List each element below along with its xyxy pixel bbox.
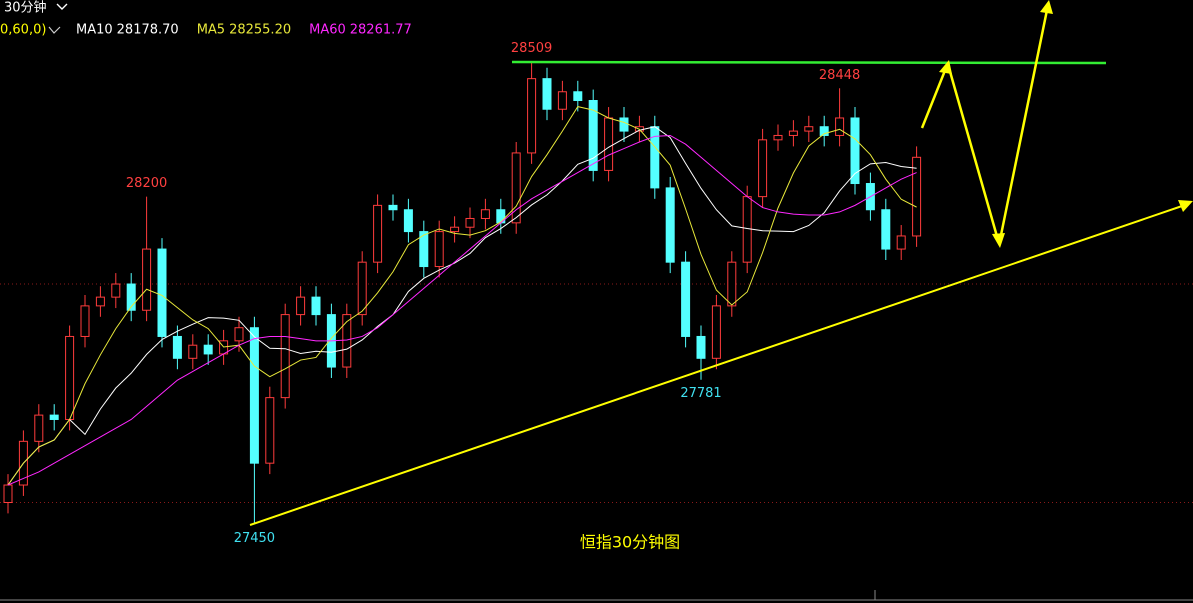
candle-body	[588, 100, 598, 171]
candle-body	[157, 248, 167, 337]
period-label[interactable]: 30分钟	[4, 0, 47, 16]
projection-up	[920, 67, 948, 129]
legend: MA10 28178.70 MA5 28255.20 MA60 28261.77	[76, 23, 412, 38]
projection-up	[998, 9, 1049, 241]
legend-name: MA60	[309, 23, 346, 38]
candle-body	[604, 117, 614, 171]
candle-body	[419, 231, 429, 268]
candle-body	[203, 344, 213, 355]
candle-body	[511, 152, 521, 224]
candle-body	[234, 327, 244, 342]
ma-line	[7, 134, 917, 486]
candle-body	[265, 397, 275, 464]
candle-body	[142, 248, 152, 311]
candle-body	[850, 117, 860, 185]
candle-body	[111, 283, 121, 298]
extreme-label: 27781	[680, 386, 721, 401]
candle-body	[696, 335, 706, 359]
candle-body	[249, 327, 259, 464]
candle-body	[527, 78, 537, 154]
candle-body	[188, 344, 198, 359]
candle-body	[542, 78, 552, 110]
candle-body	[881, 209, 891, 250]
candle-body	[388, 204, 398, 211]
candle-body	[357, 261, 367, 316]
candle-body	[619, 117, 629, 132]
candle-body	[65, 335, 75, 420]
candle-body	[450, 226, 460, 233]
support-line	[249, 204, 1186, 526]
candle-body	[3, 484, 13, 503]
candle-body	[296, 296, 306, 316]
candle-body	[80, 305, 90, 337]
candle-body	[758, 139, 768, 198]
projection-down	[947, 67, 1000, 241]
extreme-label: 28509	[511, 41, 552, 56]
candle-body	[896, 235, 906, 250]
candle-body	[480, 209, 490, 219]
extreme-label: 28200	[126, 176, 167, 191]
candle-body	[95, 296, 105, 307]
candle-body	[788, 130, 798, 136]
candle-body	[819, 126, 829, 136]
legend-name: MA10	[76, 23, 113, 38]
candle-body	[172, 335, 182, 359]
candle-body	[665, 187, 675, 263]
extreme-label: 28448	[819, 68, 860, 83]
candle-body	[434, 231, 444, 268]
candle-body	[342, 314, 352, 368]
candle-body	[804, 126, 814, 132]
arrow-head	[1178, 200, 1193, 212]
candle-body	[403, 209, 413, 233]
plot: 28509 28448 28200 27450 27781	[0, 41, 1193, 546]
candle-body	[126, 283, 136, 311]
candle-body	[373, 204, 383, 263]
params-label: 0,60,0)	[0, 23, 46, 38]
arrow-head	[1040, 0, 1053, 14]
candle-body	[34, 414, 44, 442]
ma-line	[7, 106, 917, 486]
legend-value: 28255.20	[229, 23, 291, 38]
candle-body	[280, 314, 290, 399]
candle-body	[835, 117, 845, 136]
extreme-label: 27450	[234, 531, 275, 546]
candle-body	[465, 217, 475, 228]
legend-value: 28261.77	[350, 23, 412, 38]
legend-value: 28178.70	[117, 23, 179, 38]
candle-body	[711, 305, 721, 359]
candle-body	[557, 91, 567, 110]
chart-title: 恒指30分钟图	[580, 533, 680, 552]
legend-name: MA5	[197, 23, 225, 38]
candle-body	[573, 91, 583, 102]
period-dropdown[interactable]	[56, 3, 68, 10]
resistance-line	[511, 60, 1107, 65]
params-dropdown[interactable]	[48, 26, 61, 34]
candle-body	[773, 134, 783, 141]
candle-body	[49, 414, 59, 420]
ma-line	[7, 126, 917, 486]
candle-body	[912, 156, 922, 237]
candle-body	[311, 296, 321, 316]
candle-body	[727, 261, 737, 307]
candle-body	[681, 261, 691, 337]
